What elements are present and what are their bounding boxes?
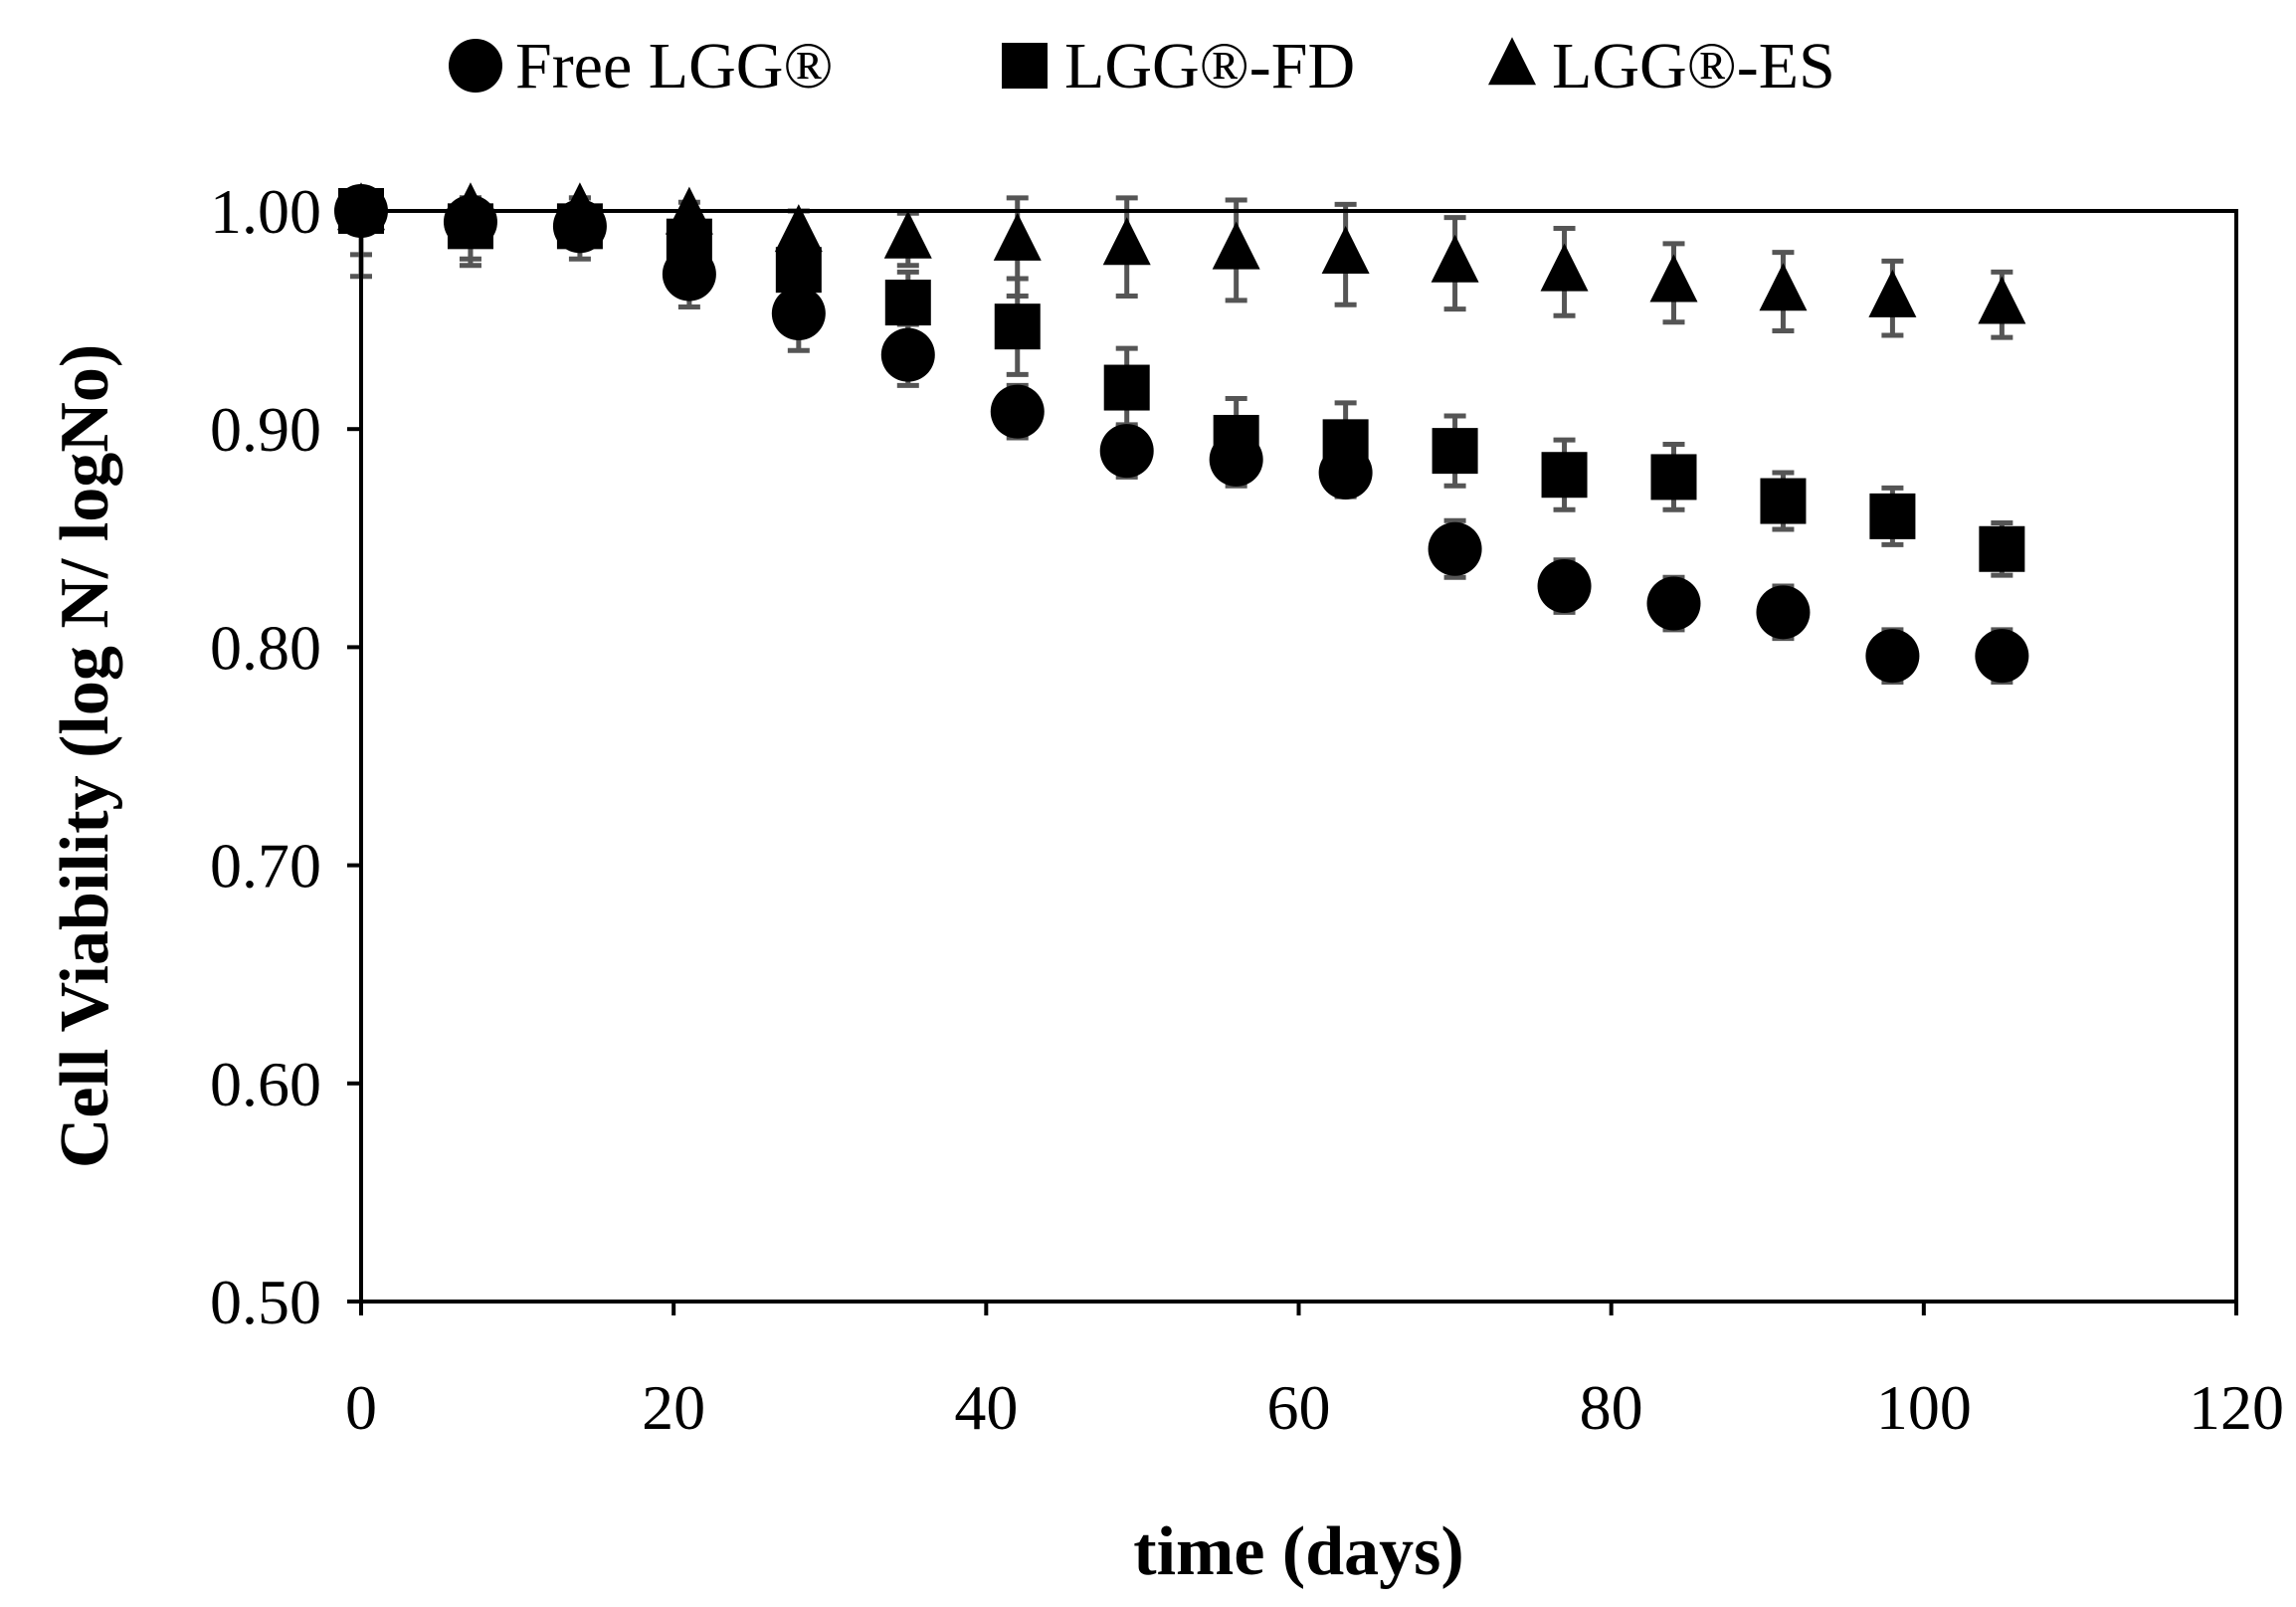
data-point	[1431, 234, 1479, 283]
x-tick-label: 40	[954, 1372, 1018, 1443]
data-point	[446, 182, 494, 231]
y-tick-label: 0.80	[210, 612, 321, 683]
y-tick-label: 0.50	[210, 1267, 321, 1337]
x-tick-label: 20	[642, 1372, 705, 1443]
data-point	[1978, 276, 2026, 324]
x-tick-label: 0	[345, 1372, 377, 1443]
data-point	[1103, 364, 1150, 411]
data-point	[990, 384, 1045, 439]
y-axis-title: Cell Viability (log N/ logNo)	[47, 344, 123, 1168]
data-point	[1213, 414, 1259, 461]
data-point	[1649, 254, 1698, 302]
x-axis-ticks: 0 20 40 60 80 100 120	[345, 1302, 2284, 1443]
data-point	[1759, 263, 1808, 311]
data-point	[1540, 243, 1589, 292]
x-tick-label: 100	[1876, 1372, 1972, 1443]
legend: Free LGG® LGG®-FD LGG®-ES	[449, 30, 1835, 102]
data-point	[774, 204, 823, 253]
data-point	[1099, 424, 1154, 479]
data-point	[1102, 217, 1151, 266]
legend-item: LGG®-ES	[1488, 30, 1835, 102]
data-point	[1865, 629, 1920, 684]
data-point	[880, 327, 935, 382]
data-point	[1321, 226, 1370, 275]
y-tick-label: 1.00	[210, 176, 321, 247]
x-tick-label: 120	[2189, 1372, 2284, 1443]
data-point	[1322, 419, 1369, 466]
data-point	[883, 210, 932, 259]
data-point	[993, 212, 1042, 261]
data-point	[337, 182, 385, 231]
data-point	[1432, 428, 1478, 475]
data-point	[884, 280, 931, 326]
legend-item: LGG®-FD	[1002, 30, 1355, 102]
data-point	[1541, 452, 1588, 499]
data-point	[1428, 521, 1482, 576]
x-axis-title: time (days)	[1133, 1513, 1463, 1590]
plot-frame	[359, 209, 2238, 1304]
data-point	[1869, 493, 1916, 539]
legend-label: LGG®-FD	[1064, 30, 1355, 102]
x-tick-label: 60	[1267, 1372, 1331, 1443]
data-point	[1646, 576, 1701, 631]
x-tick-label: 80	[1580, 1372, 1643, 1443]
y-tick-label: 0.60	[210, 1049, 321, 1119]
data-point	[555, 182, 604, 231]
y-tick-label: 0.90	[210, 394, 321, 465]
data-point	[1760, 478, 1807, 524]
data-point	[1537, 559, 1592, 614]
data-point	[1756, 585, 1811, 640]
data-point	[771, 287, 826, 341]
data-point	[775, 247, 822, 294]
data-point	[1975, 629, 2029, 684]
legend-label: LGG®-ES	[1552, 30, 1835, 102]
legend-marker	[1002, 43, 1048, 89]
legend-item: Free LGG®	[449, 30, 834, 102]
data-point	[1868, 269, 1917, 317]
y-tick-label: 0.70	[210, 831, 321, 902]
legend-marker	[1488, 37, 1536, 86]
data-point	[994, 303, 1041, 350]
data-point	[1979, 525, 2025, 572]
legend-marker	[449, 39, 502, 93]
y-axis-ticks: 0.50 0.60 0.70 0.80 0.90 1.00	[210, 176, 361, 1337]
data-point	[1212, 221, 1260, 270]
data-point	[1650, 454, 1697, 501]
legend-label: Free LGG®	[515, 30, 834, 102]
